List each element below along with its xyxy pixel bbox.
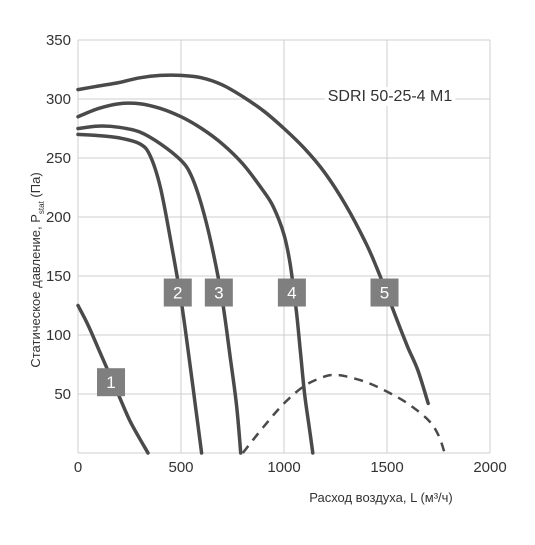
x-tick-label: 0	[74, 459, 82, 476]
y-axis-title-subscript: stat	[37, 200, 46, 214]
curve-label-box-1	[97, 368, 126, 397]
x-tick-label: 2000	[473, 459, 506, 476]
curve-label-box-5	[370, 278, 399, 307]
tick-labels: 0 500 1000 1500 2000 350 300 250 200 150 100 50	[46, 32, 507, 476]
curve-label-box-2	[163, 278, 192, 307]
y-tick-label: 150	[46, 268, 71, 285]
svg-text:Статическое давление, Pstat (П: Статическое давление, Pstat (Па)	[28, 172, 46, 367]
efficiency-curve-dashed	[241, 373, 446, 454]
curve-label-box-4	[277, 278, 306, 307]
y-tick-label: 350	[46, 32, 71, 49]
curve-2	[76, 132, 204, 455]
curve-label-2: 2	[173, 284, 182, 303]
x-tick-label: 500	[168, 459, 193, 476]
y-axis-title-suffix: (Па)	[28, 172, 43, 201]
x-tick-label: 1000	[267, 459, 300, 476]
y-axis-title: Статическое давление, Pstat (Па)	[28, 172, 46, 367]
model-label-background	[324, 87, 456, 106]
curve-label-box-3	[204, 278, 233, 307]
y-tick-label: 200	[46, 209, 71, 226]
curve-labels: 1 2 3 4 5	[97, 278, 399, 397]
curve-label-3: 3	[214, 284, 223, 303]
curve-label-5: 5	[380, 284, 389, 303]
y-tick-label: 50	[54, 386, 71, 403]
y-axis-title-main: Статическое давление, P	[28, 214, 43, 368]
y-tick-label: 250	[46, 150, 71, 167]
curve-label-4: 4	[287, 284, 296, 303]
model-label: SDRI 50-25-4 M1	[328, 88, 453, 105]
x-axis-title: Расход воздуха, L (м³/ч)	[309, 490, 453, 505]
x-tick-label: 1500	[370, 459, 403, 476]
y-tick-label: 100	[46, 327, 71, 344]
curve-5	[76, 73, 430, 406]
curve-label-1: 1	[106, 373, 115, 392]
y-tick-label: 300	[46, 91, 71, 108]
grid	[77, 39, 491, 454]
curve-3	[76, 124, 243, 455]
curve-4	[76, 101, 315, 455]
